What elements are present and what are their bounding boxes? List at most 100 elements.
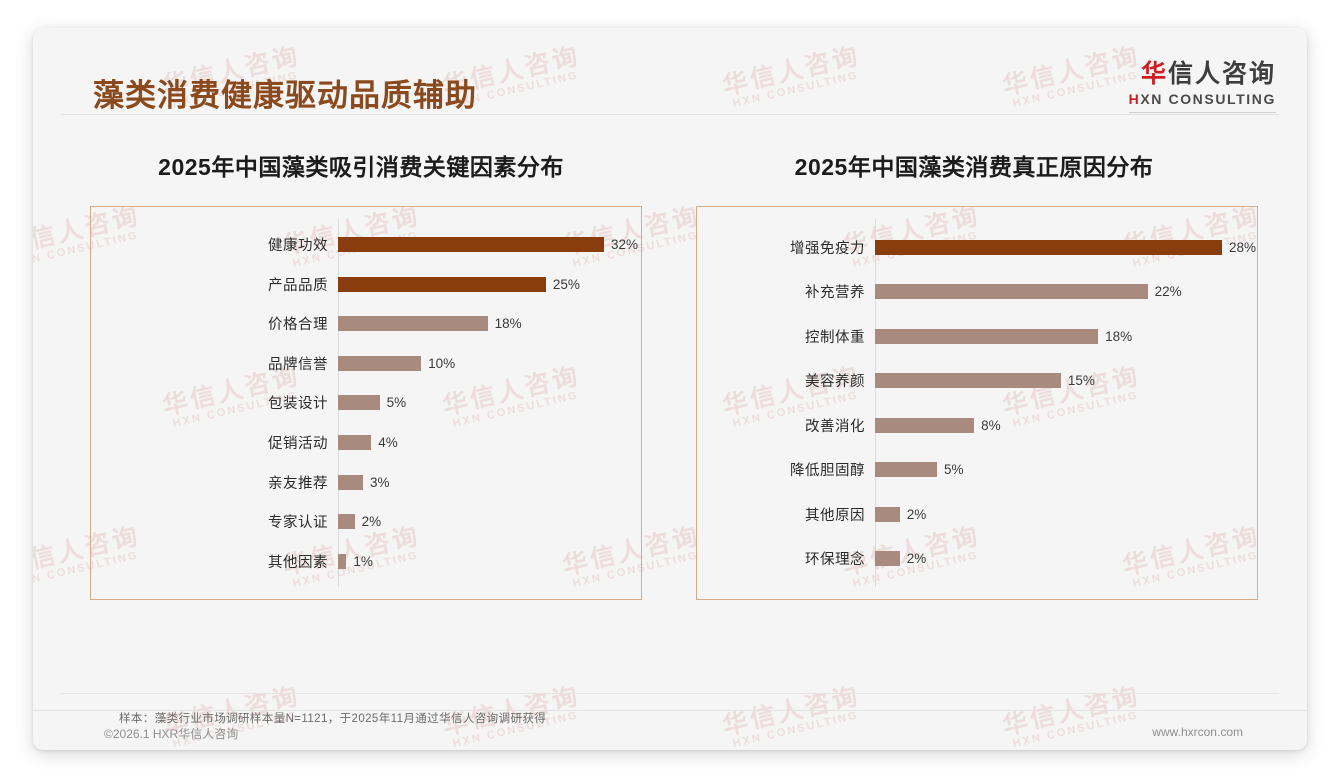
logo-en-rest: XN CONSULTING bbox=[1140, 91, 1276, 108]
bar-category-label: 增强免疫力 bbox=[790, 240, 865, 257]
bar-track: 1% bbox=[338, 553, 641, 569]
bar-track: 18% bbox=[338, 316, 641, 332]
bar-value-label: 18% bbox=[494, 316, 522, 332]
bar-fill bbox=[338, 514, 355, 530]
bar-row: 美容养颜 15% bbox=[697, 366, 1257, 396]
bar-category-label: 健康功效 bbox=[268, 238, 328, 255]
bar-row: 健康功效 32% bbox=[91, 230, 641, 260]
bar-fill bbox=[338, 276, 546, 292]
bar-track: 8% bbox=[875, 417, 1257, 433]
bar-value-label: 1% bbox=[353, 553, 373, 569]
bar-row: 补充营养 22% bbox=[697, 277, 1257, 307]
bar-value-label: 2% bbox=[906, 506, 927, 522]
bar-track: 15% bbox=[875, 373, 1257, 389]
bar-value-label: 15% bbox=[1067, 373, 1095, 389]
chart-panel-left: 健康功效 32% 产品品质 25% 价格合理 18% 品牌信誉 10% 包装设计 5% 促销活动 4%… bbox=[90, 206, 642, 600]
bar-fill bbox=[875, 462, 937, 478]
header-divider bbox=[61, 114, 1279, 115]
bar-row: 价格合理 18% bbox=[91, 309, 641, 339]
bar-category-label: 环保理念 bbox=[805, 552, 865, 569]
bar-track: 18% bbox=[875, 328, 1257, 344]
bar-track: 22% bbox=[875, 284, 1257, 300]
chart-title-left: 2025年中国藻类吸引消费关键因素分布 bbox=[158, 154, 564, 180]
bar-row: 其他因素 1% bbox=[91, 546, 641, 576]
bar-fill bbox=[875, 284, 1148, 300]
bar-fill bbox=[338, 237, 604, 253]
bar-value-label: 32% bbox=[611, 237, 639, 253]
bar-fill bbox=[875, 239, 1222, 255]
bar-list-left: 健康功效 32% 产品品质 25% 价格合理 18% 品牌信誉 10% 包装设计 5% 促销活动 4%… bbox=[91, 207, 641, 599]
slide-header: 藻类消费健康驱动品质辅助 bbox=[33, 28, 1307, 114]
bar-value-label: 2% bbox=[361, 514, 382, 530]
bar-fill bbox=[875, 417, 975, 433]
bar-category-label: 亲友推荐 bbox=[268, 475, 328, 492]
copyright-text: ©2026.1 HXR华信人咨询 bbox=[104, 727, 239, 741]
bar-value-label: 8% bbox=[981, 417, 1001, 433]
logo-underline bbox=[1128, 112, 1276, 114]
bar-category-label: 改善消化 bbox=[805, 418, 865, 435]
bar-category-label: 降低胆固醇 bbox=[790, 463, 865, 480]
chart-block-left: 2025年中国藻类吸引消费关键因素分布 健康功效 32% 产品品质 25% 价格合理 18… bbox=[90, 148, 642, 600]
bar-fill bbox=[875, 551, 900, 567]
logo-english-text: HXN CONSULTING bbox=[1129, 91, 1276, 107]
bar-fill bbox=[338, 355, 422, 371]
bar-track: 10% bbox=[338, 355, 641, 371]
bar-value-label: 22% bbox=[1154, 284, 1182, 300]
logo-chinese-text: 华信人咨询 bbox=[1129, 61, 1276, 87]
bar-category-label: 专家认证 bbox=[268, 515, 328, 532]
slide: 华信人咨询 HXN CONSULTING 华信人咨询 HXN CONSULTING 华信… bbox=[33, 28, 1307, 750]
bar-list-right: 增强免疫力 28% 补充营养 22% 控制体重 18% 美容养颜 15% 改善消化 8% 降低胆固醇… bbox=[697, 207, 1257, 599]
bar-row: 环保理念 2% bbox=[697, 544, 1257, 574]
bar-category-label: 美容养颜 bbox=[805, 374, 865, 391]
bar-category-label: 价格合理 bbox=[268, 317, 328, 334]
bar-track: 28% bbox=[875, 239, 1257, 255]
company-logo: 华信人咨询 HXN CONSULTING bbox=[1128, 61, 1276, 114]
logo-cn-accent-char: 华 bbox=[1140, 60, 1168, 88]
bar-value-label: 18% bbox=[1105, 328, 1133, 344]
bar-track: 2% bbox=[875, 551, 1257, 567]
bar-category-label: 其他原因 bbox=[805, 507, 865, 524]
bar-row: 增强免疫力 28% bbox=[697, 232, 1257, 262]
website-link[interactable]: www.hxrcon.com bbox=[1152, 725, 1243, 739]
logo-en-accent-char: H bbox=[1128, 91, 1141, 108]
bar-track: 5% bbox=[875, 462, 1257, 478]
bar-value-label: 28% bbox=[1229, 239, 1257, 255]
bar-track: 32% bbox=[338, 237, 641, 253]
bar-track: 5% bbox=[338, 395, 641, 411]
source-footnote: 样本：藻类行业市场调研样本量N=1121，于2025年11月通过华信人咨询调研获… bbox=[119, 713, 547, 725]
bar-category-label: 品牌信誉 bbox=[268, 356, 328, 373]
bar-category-label: 促销活动 bbox=[268, 436, 328, 452]
bar-fill bbox=[338, 395, 380, 411]
bar-row: 降低胆固醇 5% bbox=[697, 455, 1257, 485]
bar-fill bbox=[338, 435, 372, 450]
bar-category-label: 控制体重 bbox=[805, 329, 865, 346]
bar-row: 控制体重 18% bbox=[697, 321, 1257, 351]
logo-cn-rest: 信人咨询 bbox=[1167, 60, 1276, 88]
chart-block-right: 2025年中国藻类消费真正原因分布 增强免疫力 28% 补充营养 22% 控制体重 18%… bbox=[696, 148, 1258, 600]
bar-value-label: 4% bbox=[378, 435, 398, 450]
chart-axis-line-right bbox=[875, 219, 876, 587]
bar-row: 其他原因 2% bbox=[697, 499, 1257, 529]
bar-row: 包装设计 5% bbox=[91, 388, 641, 418]
bar-row: 促销活动 4% bbox=[91, 428, 641, 458]
bar-row: 亲友推荐 3% bbox=[91, 467, 641, 497]
bar-track: 25% bbox=[338, 276, 641, 292]
bar-fill bbox=[875, 373, 1061, 389]
chart-panel-right: 增强免疫力 28% 补充营养 22% 控制体重 18% 美容养颜 15% 改善消化 8% 降低胆固醇… bbox=[696, 206, 1258, 600]
bar-value-label: 5% bbox=[943, 462, 964, 478]
slide-footer: ©2026.1 HXR华信人咨询 www.hxrcon.com bbox=[33, 711, 1307, 750]
bar-track: 2% bbox=[875, 506, 1257, 522]
bar-fill bbox=[338, 474, 363, 490]
bar-row: 品牌信誉 10% bbox=[91, 348, 641, 378]
bar-value-label: 25% bbox=[552, 276, 580, 292]
footnote-divider bbox=[61, 693, 1279, 694]
bar-category-label: 其他因素 bbox=[268, 554, 328, 571]
bar-track: 4% bbox=[338, 435, 641, 450]
bar-track: 2% bbox=[338, 514, 641, 530]
chart-title-right: 2025年中国藻类消费真正原因分布 bbox=[794, 154, 1154, 180]
footer-divider bbox=[33, 710, 1307, 711]
bar-value-label: 2% bbox=[906, 551, 927, 567]
bar-fill bbox=[338, 553, 347, 569]
page-title: 藻类消费健康驱动品质辅助 bbox=[93, 78, 477, 113]
bar-fill bbox=[875, 506, 900, 522]
